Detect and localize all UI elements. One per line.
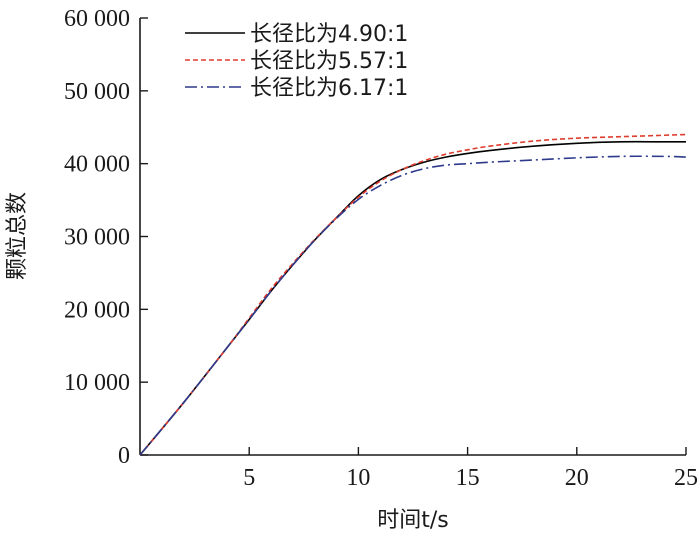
series	[139, 133, 687, 456]
legend-label: 长径比为6.17:1	[250, 76, 408, 101]
series-line-1	[139, 140, 686, 456]
legend-label: 长径比为4.90:1	[250, 22, 408, 47]
x-tick-label: 15	[456, 465, 480, 491]
y-tick-label: 40 000	[64, 152, 130, 178]
x-tick-label: 20	[565, 465, 589, 491]
y-tick-label: 50 000	[64, 79, 130, 105]
series-line-2	[139, 133, 687, 456]
x-tick-label: 25	[674, 465, 698, 491]
y-tick-label: 30 000	[64, 225, 130, 251]
y-tick-label: 60 000	[64, 6, 130, 32]
series-line-3	[139, 155, 687, 456]
y-tick-label: 10 000	[64, 370, 130, 396]
x-axis-title: 时间t/s	[377, 508, 449, 533]
x-tick-label: 10	[346, 465, 370, 491]
x-tick-label: 5	[243, 465, 255, 491]
ticks: 0 10 000 20 000 30 000 40 000 50 000 60 000 5 10…	[64, 6, 698, 491]
legend-label: 长径比为5.57:1	[250, 49, 408, 74]
y-tick-label: 20 000	[64, 297, 130, 323]
axes	[139, 18, 686, 456]
y-tick-label: 0	[118, 443, 130, 469]
y-axis-title: 颗粒总数	[5, 192, 30, 280]
